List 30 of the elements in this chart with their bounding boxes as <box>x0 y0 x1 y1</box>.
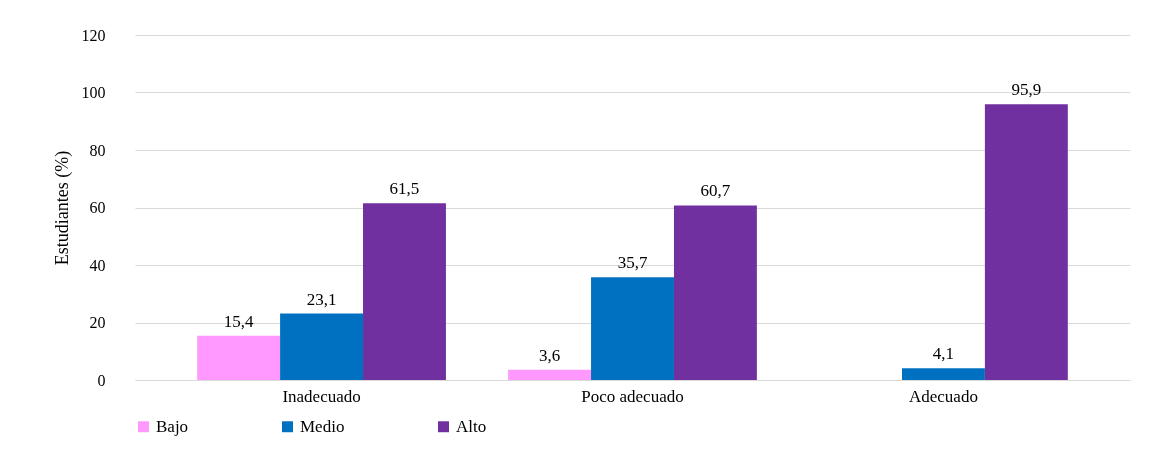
data-label: 23,1 <box>306 289 337 309</box>
data-label: 95,9 <box>1011 80 1042 100</box>
y-tick-label: 0 <box>97 371 106 389</box>
bar <box>363 203 446 380</box>
legend-label: Bajo <box>156 416 189 436</box>
bar <box>984 104 1068 380</box>
data-label: 15,4 <box>223 311 255 331</box>
x-tick-label: Inadecuado <box>282 386 361 406</box>
bar <box>591 277 674 380</box>
data-label: 35,7 <box>617 253 648 273</box>
y-tick-label: 80 <box>89 141 106 159</box>
y-tick-label: 40 <box>89 256 106 274</box>
x-tick-label: Adecuado <box>908 386 978 406</box>
y-tick-label: 60 <box>89 199 106 216</box>
data-label: 4,1 <box>932 344 955 364</box>
bar <box>673 205 757 380</box>
y-tick-label: 120 <box>81 26 106 44</box>
bar <box>901 368 985 380</box>
y-tick-label: 100 <box>81 84 106 101</box>
y-axis-title: Estudiantes (%) <box>51 150 73 266</box>
y-tick-label: 20 <box>89 314 106 331</box>
data-label: 61,5 <box>389 179 420 199</box>
bar <box>197 335 281 380</box>
legend-label: Alto <box>456 416 487 436</box>
data-label: 60,7 <box>700 181 731 201</box>
x-tick-label: Poco adecuado <box>581 386 684 406</box>
legend-label: Medio <box>300 416 345 436</box>
bar <box>508 369 592 380</box>
bar <box>280 313 364 380</box>
data-label: 3,6 <box>538 345 561 365</box>
